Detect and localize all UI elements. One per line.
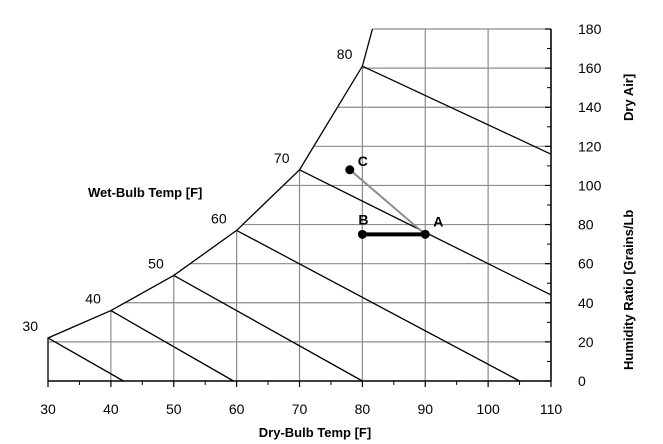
wet-bulb-label-70: 70 <box>274 150 290 166</box>
wet-bulb-label-60: 60 <box>211 210 227 226</box>
x-tick-label: 40 <box>103 401 119 417</box>
state-point-C <box>345 165 355 175</box>
wet-bulb-line-50 <box>173 274 363 382</box>
x-tick-label: 50 <box>166 401 182 417</box>
state-point-label-B: B <box>358 211 368 227</box>
label-layer: Dry-Bulb Temp [F] Humidity Ratio [Grains… <box>22 46 636 440</box>
wet-bulb-label-50: 50 <box>148 255 164 271</box>
x-tick-label: 60 <box>229 401 245 417</box>
y-tick-label: 120 <box>578 138 602 154</box>
saturation-curve <box>47 28 374 381</box>
y-tick-label: 140 <box>578 99 602 115</box>
y-tick-label: 160 <box>578 60 602 76</box>
state-point-B <box>357 229 367 239</box>
x-tick-label: 100 <box>476 401 500 417</box>
x-axis-label: Dry-Bulb Temp [F] <box>259 425 371 440</box>
y-tick-label: 80 <box>578 217 594 233</box>
grid-layer <box>48 28 552 381</box>
wet-bulb-line-60 <box>236 229 520 382</box>
y-tick-label: 60 <box>578 256 594 272</box>
wet-bulb-label-40: 40 <box>85 291 101 307</box>
x-tick-label: 30 <box>40 401 56 417</box>
wet-bulb-label-80: 80 <box>337 46 353 62</box>
y-tick-label: 0 <box>578 373 586 389</box>
state-point-label-A: A <box>433 213 443 229</box>
wet-bulb-line-80 <box>362 65 552 155</box>
x-tick-label: 110 <box>540 401 563 417</box>
y-axis-label-line2: Dry Air] <box>621 74 636 121</box>
process-layer <box>345 165 430 239</box>
wet-bulb-line-30 <box>47 337 124 382</box>
y-tick-label: 100 <box>578 177 602 193</box>
y-tick-label: 180 <box>578 21 602 37</box>
x-tick-label: 90 <box>417 401 433 417</box>
y-tick-label: 20 <box>578 334 594 350</box>
state-point-label-C: C <box>358 153 368 169</box>
process-line-A-C <box>349 169 426 236</box>
y-axis-label-line1: Humidity Ratio [Grains/Lb <box>621 210 636 370</box>
wet-bulb-axis-label: Wet-Bulb Temp [F] <box>88 185 202 200</box>
x-tick-label: 80 <box>355 401 371 417</box>
x-tick-label: 70 <box>292 401 308 417</box>
state-point-A <box>420 229 430 239</box>
axes-layer: 30 40 50 60 70 80 90 100 110 0 20 40 60 80 100 120 140 16… <box>40 21 601 417</box>
wet-bulb-line-40 <box>110 310 234 382</box>
wet-bulb-label-30: 30 <box>22 318 38 334</box>
y-tick-label: 40 <box>578 295 594 311</box>
